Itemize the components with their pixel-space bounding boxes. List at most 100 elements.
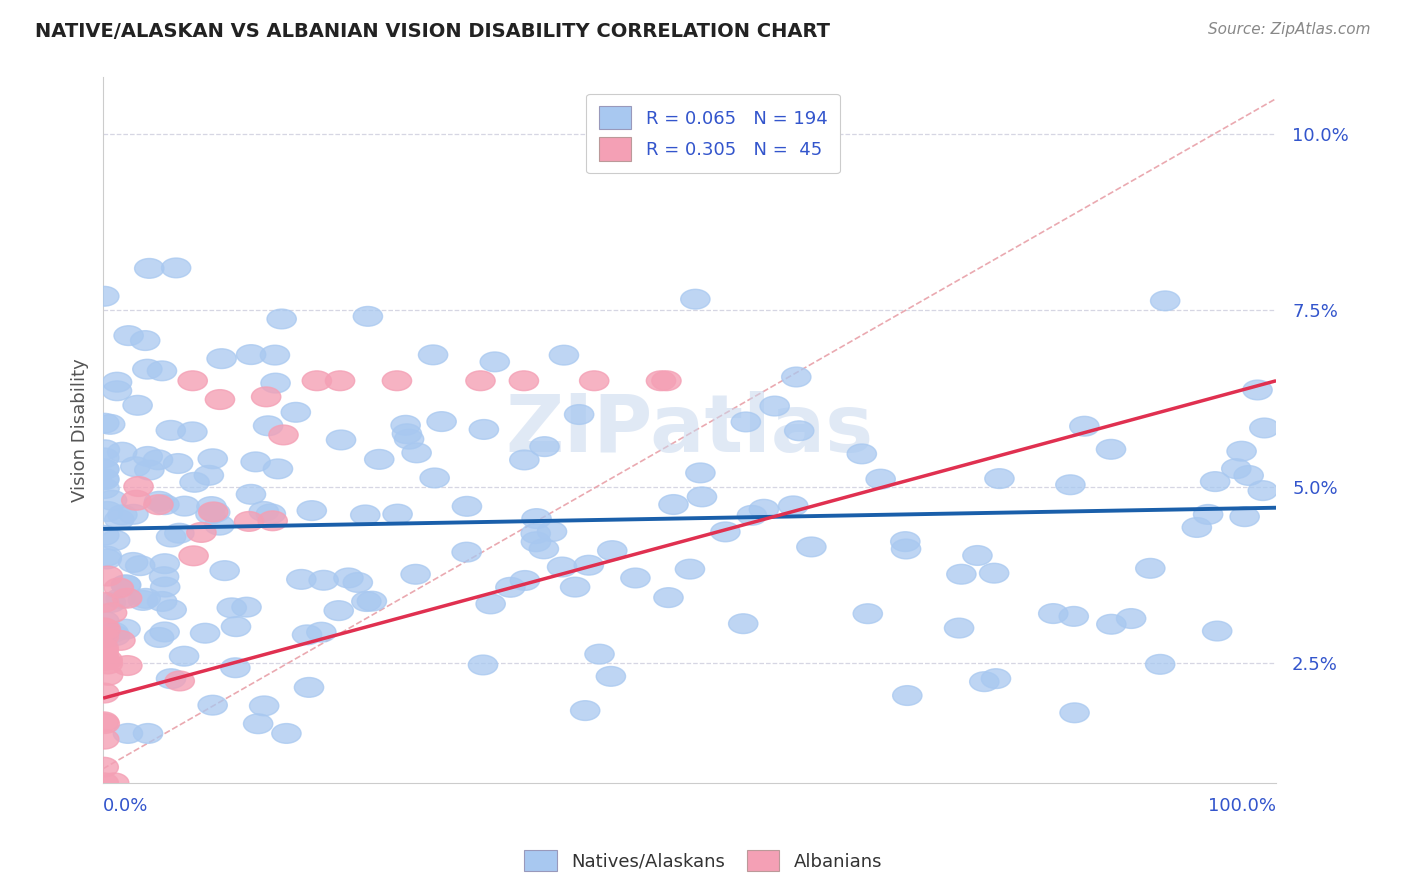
Ellipse shape bbox=[103, 381, 132, 401]
Ellipse shape bbox=[111, 575, 141, 595]
Ellipse shape bbox=[302, 371, 332, 391]
Ellipse shape bbox=[710, 522, 740, 541]
Ellipse shape bbox=[90, 286, 120, 306]
Ellipse shape bbox=[477, 594, 505, 614]
Ellipse shape bbox=[89, 618, 118, 638]
Ellipse shape bbox=[120, 505, 148, 524]
Ellipse shape bbox=[90, 479, 120, 499]
Ellipse shape bbox=[93, 566, 122, 586]
Ellipse shape bbox=[963, 546, 993, 566]
Ellipse shape bbox=[101, 626, 129, 646]
Ellipse shape bbox=[1150, 291, 1180, 310]
Ellipse shape bbox=[114, 723, 142, 743]
Ellipse shape bbox=[90, 525, 120, 545]
Ellipse shape bbox=[509, 371, 538, 391]
Ellipse shape bbox=[465, 371, 495, 391]
Ellipse shape bbox=[1201, 472, 1230, 491]
Ellipse shape bbox=[574, 556, 603, 575]
Ellipse shape bbox=[1097, 440, 1126, 459]
Ellipse shape bbox=[163, 454, 193, 474]
Ellipse shape bbox=[893, 686, 922, 706]
Text: Source: ZipAtlas.com: Source: ZipAtlas.com bbox=[1208, 22, 1371, 37]
Ellipse shape bbox=[654, 588, 683, 607]
Ellipse shape bbox=[249, 696, 278, 715]
Ellipse shape bbox=[749, 500, 779, 519]
Ellipse shape bbox=[364, 450, 394, 469]
Ellipse shape bbox=[156, 669, 186, 689]
Ellipse shape bbox=[235, 511, 264, 532]
Ellipse shape bbox=[96, 415, 125, 434]
Ellipse shape bbox=[205, 516, 235, 535]
Ellipse shape bbox=[240, 452, 270, 472]
Ellipse shape bbox=[1146, 655, 1175, 674]
Ellipse shape bbox=[89, 641, 118, 661]
Ellipse shape bbox=[90, 440, 120, 459]
Ellipse shape bbox=[89, 773, 118, 793]
Ellipse shape bbox=[731, 412, 761, 432]
Y-axis label: Vision Disability: Vision Disability bbox=[72, 359, 89, 502]
Ellipse shape bbox=[530, 437, 560, 457]
Ellipse shape bbox=[89, 712, 118, 731]
Ellipse shape bbox=[198, 695, 228, 715]
Ellipse shape bbox=[148, 591, 177, 611]
Ellipse shape bbox=[309, 570, 339, 591]
Ellipse shape bbox=[90, 592, 118, 612]
Ellipse shape bbox=[157, 599, 187, 620]
Ellipse shape bbox=[848, 444, 876, 464]
Legend: Natives/Alaskans, Albanians: Natives/Alaskans, Albanians bbox=[517, 843, 889, 879]
Ellipse shape bbox=[190, 624, 219, 643]
Ellipse shape bbox=[236, 484, 266, 504]
Ellipse shape bbox=[980, 563, 1010, 583]
Ellipse shape bbox=[143, 495, 173, 515]
Ellipse shape bbox=[194, 466, 224, 485]
Ellipse shape bbox=[1202, 621, 1232, 641]
Ellipse shape bbox=[170, 496, 200, 516]
Ellipse shape bbox=[108, 505, 136, 524]
Ellipse shape bbox=[1227, 442, 1256, 461]
Ellipse shape bbox=[561, 577, 589, 597]
Ellipse shape bbox=[124, 476, 153, 496]
Ellipse shape bbox=[125, 556, 155, 575]
Ellipse shape bbox=[90, 459, 120, 479]
Ellipse shape bbox=[761, 396, 789, 416]
Ellipse shape bbox=[1116, 608, 1146, 629]
Ellipse shape bbox=[522, 532, 551, 551]
Ellipse shape bbox=[89, 627, 118, 647]
Ellipse shape bbox=[353, 307, 382, 326]
Ellipse shape bbox=[343, 573, 373, 592]
Ellipse shape bbox=[104, 578, 134, 598]
Ellipse shape bbox=[267, 310, 297, 329]
Ellipse shape bbox=[91, 549, 121, 569]
Ellipse shape bbox=[292, 625, 322, 645]
Ellipse shape bbox=[209, 561, 239, 581]
Ellipse shape bbox=[297, 500, 326, 520]
Ellipse shape bbox=[402, 443, 432, 463]
Ellipse shape bbox=[162, 258, 191, 277]
Ellipse shape bbox=[522, 524, 550, 543]
Ellipse shape bbox=[420, 468, 450, 488]
Ellipse shape bbox=[1194, 505, 1223, 524]
Ellipse shape bbox=[675, 559, 704, 579]
Ellipse shape bbox=[150, 622, 180, 642]
Ellipse shape bbox=[107, 442, 136, 462]
Ellipse shape bbox=[256, 504, 285, 524]
Ellipse shape bbox=[98, 623, 128, 642]
Ellipse shape bbox=[105, 589, 135, 608]
Ellipse shape bbox=[737, 506, 766, 525]
Ellipse shape bbox=[350, 505, 380, 524]
Ellipse shape bbox=[111, 575, 141, 595]
Ellipse shape bbox=[90, 469, 120, 489]
Ellipse shape bbox=[333, 568, 363, 588]
Ellipse shape bbox=[652, 371, 681, 391]
Ellipse shape bbox=[134, 447, 163, 467]
Ellipse shape bbox=[395, 429, 423, 449]
Ellipse shape bbox=[451, 542, 481, 562]
Ellipse shape bbox=[198, 449, 228, 468]
Ellipse shape bbox=[262, 373, 290, 393]
Ellipse shape bbox=[236, 344, 266, 365]
Ellipse shape bbox=[260, 345, 290, 365]
Ellipse shape bbox=[252, 387, 281, 407]
Ellipse shape bbox=[131, 331, 160, 351]
Ellipse shape bbox=[253, 416, 283, 435]
Text: NATIVE/ALASKAN VS ALBANIAN VISION DISABILITY CORRELATION CHART: NATIVE/ALASKAN VS ALBANIAN VISION DISABI… bbox=[35, 22, 830, 41]
